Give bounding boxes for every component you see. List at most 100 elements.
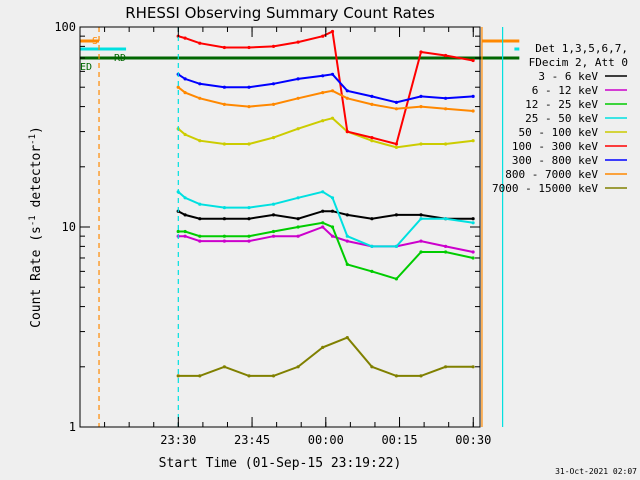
series-point-3-10 bbox=[370, 244, 374, 248]
series-point-1-7 bbox=[321, 225, 325, 229]
series-point-3-9 bbox=[345, 234, 349, 238]
series-point-8-2 bbox=[222, 365, 226, 369]
series-point-2-5 bbox=[271, 229, 276, 234]
series-point-0-8 bbox=[330, 209, 335, 213]
series-point-4-3 bbox=[222, 142, 226, 146]
series-point-6-4 bbox=[247, 85, 251, 89]
flag-lines bbox=[80, 39, 520, 60]
series-point-3-11 bbox=[394, 244, 398, 248]
flag-vertical-lines bbox=[98, 27, 504, 427]
series-point-1-9 bbox=[345, 239, 349, 243]
series-point-1-12 bbox=[419, 239, 423, 243]
series-point-5-14 bbox=[471, 58, 475, 63]
series-point-0-14 bbox=[471, 217, 475, 221]
series-point-7-14 bbox=[471, 109, 475, 113]
series-point-5-13 bbox=[444, 53, 448, 58]
series-point-0-1 bbox=[183, 213, 187, 217]
series-point-7-8 bbox=[330, 89, 335, 93]
legend-label-2: 12 - 25 keV bbox=[525, 98, 598, 111]
series-point-8-7 bbox=[345, 336, 349, 340]
series-point-4-1 bbox=[183, 132, 187, 137]
series-point-7-3 bbox=[222, 102, 226, 106]
series-point-5-2 bbox=[198, 41, 202, 45]
y-tick-label-1: 10 bbox=[62, 220, 76, 234]
series-point-6-8 bbox=[330, 72, 335, 76]
series-point-7-6 bbox=[296, 96, 300, 100]
y-axis-label-close: ) bbox=[29, 126, 44, 134]
y-axis: 1 10 100 bbox=[54, 20, 480, 434]
series-point-2-2 bbox=[198, 234, 202, 238]
x-tick-label-2: 00:00 bbox=[308, 433, 344, 447]
chart-title: RHESSI Observing Summary Count Rates bbox=[125, 4, 435, 22]
series-point-8-0 bbox=[176, 374, 180, 378]
series-point-1-6 bbox=[296, 234, 300, 238]
legend-header-2: FDecim 2, Att 0 bbox=[529, 56, 628, 69]
series-point-2-3 bbox=[222, 234, 226, 238]
y-axis-label-main: Count Rate (s bbox=[29, 226, 44, 328]
series-point-1-8 bbox=[330, 234, 335, 238]
series-point-0-4 bbox=[247, 217, 251, 221]
series-point-5-10 bbox=[370, 136, 374, 140]
legend-label-7: 800 - 7000 keV bbox=[505, 168, 598, 181]
series-point-1-14 bbox=[471, 250, 475, 254]
series-point-7-9 bbox=[345, 96, 349, 100]
series-point-2-0 bbox=[176, 229, 180, 234]
series-point-7-0 bbox=[176, 85, 180, 89]
series-point-6-3 bbox=[222, 85, 226, 89]
series-point-8-9 bbox=[394, 374, 398, 378]
series-point-6-12 bbox=[419, 94, 423, 98]
series-point-3-12 bbox=[419, 217, 423, 221]
series-point-0-7 bbox=[321, 209, 325, 213]
x-tick-label-4: 00:30 bbox=[455, 433, 491, 447]
series-point-2-14 bbox=[471, 256, 475, 260]
series-point-5-6 bbox=[296, 40, 300, 44]
y-axis-label-sup2: -1 bbox=[28, 134, 38, 145]
series-point-4-6 bbox=[296, 127, 300, 131]
series-point-7-10 bbox=[370, 102, 374, 106]
x-axis-label: Start Time (01-Sep-15 23:19:22) bbox=[159, 456, 402, 471]
flag-label-ed: ED bbox=[80, 62, 92, 73]
series-point-2-6 bbox=[296, 225, 300, 229]
series-point-8-5 bbox=[296, 365, 300, 369]
series-point-0-11 bbox=[394, 213, 398, 217]
series-point-7-1 bbox=[183, 91, 187, 95]
y-axis-label-end: detector bbox=[29, 145, 44, 216]
series-point-2-12 bbox=[419, 250, 423, 254]
series-point-3-5 bbox=[271, 202, 276, 206]
series-point-5-11 bbox=[394, 142, 398, 146]
series-point-6-1 bbox=[183, 77, 187, 81]
series-point-7-4 bbox=[247, 105, 251, 109]
series-point-0-12 bbox=[419, 213, 423, 217]
series-point-2-7 bbox=[321, 221, 325, 225]
series-point-0-6 bbox=[296, 217, 300, 221]
series-point-4-13 bbox=[444, 142, 448, 146]
x-tick-label-1: 23:45 bbox=[234, 433, 270, 447]
series-point-3-14 bbox=[471, 221, 475, 225]
series-point-8-3 bbox=[247, 374, 251, 378]
series-point-4-11 bbox=[394, 145, 398, 149]
series-point-4-2 bbox=[198, 139, 202, 143]
series-point-4-5 bbox=[271, 136, 276, 140]
series-point-5-8 bbox=[330, 29, 335, 34]
legend-label-0: 3 - 6 keV bbox=[538, 70, 598, 83]
series-point-4-8 bbox=[330, 116, 335, 120]
series-point-4-7 bbox=[321, 119, 325, 123]
series-point-7-12 bbox=[419, 105, 423, 109]
series-point-6-6 bbox=[296, 77, 300, 81]
series-point-3-6 bbox=[296, 196, 300, 200]
series-point-6-10 bbox=[370, 94, 374, 98]
series-point-1-13 bbox=[444, 244, 448, 248]
series-point-1-3 bbox=[222, 239, 226, 243]
y-tick-label-0: 1 bbox=[69, 420, 76, 434]
x-tick-label-3: 00:15 bbox=[381, 433, 417, 447]
legend-label-4: 50 - 100 keV bbox=[519, 126, 599, 139]
series-point-7-7 bbox=[321, 91, 325, 95]
series-point-5-4 bbox=[247, 45, 251, 50]
series-point-8-12 bbox=[471, 365, 475, 369]
series-point-6-9 bbox=[345, 89, 349, 93]
series-point-3-4 bbox=[247, 206, 251, 210]
series-lines bbox=[176, 29, 475, 378]
series-point-2-9 bbox=[345, 262, 349, 266]
